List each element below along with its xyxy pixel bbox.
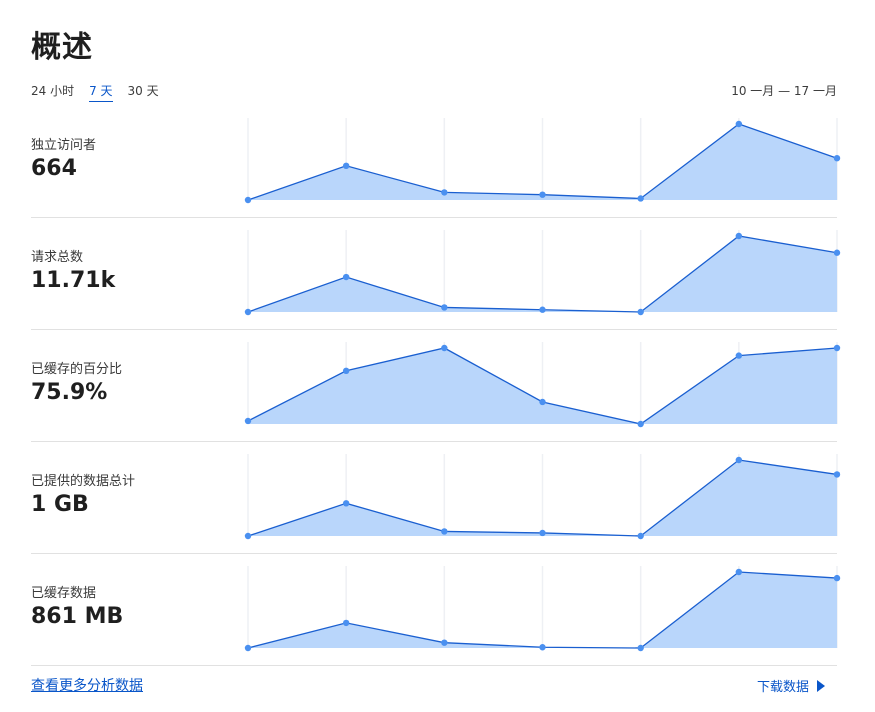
tab-7-days[interactable]: 7 天 bbox=[89, 82, 113, 102]
area-fill bbox=[248, 236, 837, 312]
data-point[interactable] bbox=[539, 529, 546, 537]
data-point[interactable] bbox=[735, 456, 743, 464]
data-point[interactable] bbox=[833, 344, 841, 352]
area-fill bbox=[248, 460, 837, 536]
data-point[interactable] bbox=[441, 528, 448, 535]
data-point[interactable] bbox=[833, 574, 841, 582]
data-point[interactable] bbox=[244, 308, 252, 316]
data-point[interactable] bbox=[833, 249, 841, 256]
data-point[interactable] bbox=[637, 195, 644, 202]
area-fill bbox=[248, 124, 837, 200]
metric-percent-cached: 已缓存的百分比 75.9% bbox=[31, 330, 841, 442]
data-point[interactable] bbox=[539, 644, 546, 651]
data-point[interactable] bbox=[735, 120, 743, 128]
tab-24-hours[interactable]: 24 小时 bbox=[31, 84, 75, 98]
data-point[interactable] bbox=[735, 352, 743, 359]
data-point[interactable] bbox=[342, 162, 350, 169]
data-point[interactable] bbox=[539, 306, 546, 313]
sparkline-chart bbox=[244, 454, 841, 540]
data-point[interactable] bbox=[539, 398, 546, 406]
data-point[interactable] bbox=[539, 191, 546, 198]
data-point[interactable] bbox=[441, 304, 448, 311]
metric-value: 75.9% bbox=[31, 380, 108, 405]
data-point[interactable] bbox=[833, 155, 841, 162]
tab-30-days[interactable]: 30 天 bbox=[127, 84, 159, 98]
data-point[interactable] bbox=[342, 500, 350, 507]
data-point[interactable] bbox=[441, 189, 448, 196]
download-data-label: 下载数据 bbox=[756, 680, 809, 695]
footer: 查看更多分析数据 下载数据 bbox=[31, 663, 837, 703]
data-point[interactable] bbox=[637, 532, 644, 540]
metric-total-requests: 请求总数 11.71k bbox=[31, 218, 841, 330]
sparkline-chart bbox=[244, 566, 841, 652]
sparkline-chart bbox=[244, 230, 841, 316]
metric-unique-visitors: 独立访问者 664 bbox=[31, 106, 841, 218]
metric-label: 请求总数 bbox=[31, 250, 84, 265]
data-point[interactable] bbox=[441, 344, 448, 352]
data-point[interactable] bbox=[735, 568, 743, 576]
metric-total-data-served: 已提供的数据总计 1 GB bbox=[31, 442, 841, 554]
data-point[interactable] bbox=[441, 639, 448, 646]
metric-label: 已缓存数据 bbox=[31, 586, 97, 601]
metrics-list: 独立访问者 664 请求总数 11.71k 已缓存的百分比 75.9% 已提供的… bbox=[31, 106, 841, 666]
metric-value: 664 bbox=[31, 156, 77, 181]
area-fill bbox=[248, 572, 837, 648]
metric-value: 861 MB bbox=[31, 604, 124, 629]
sparkline-chart bbox=[244, 118, 841, 204]
data-point[interactable] bbox=[342, 619, 350, 627]
data-point[interactable] bbox=[735, 232, 743, 240]
data-point[interactable] bbox=[637, 644, 644, 652]
metric-label: 独立访问者 bbox=[31, 138, 97, 153]
data-point[interactable] bbox=[833, 471, 841, 478]
data-point[interactable] bbox=[244, 532, 252, 540]
caret-right-icon bbox=[817, 679, 825, 692]
metric-data-cached: 已缓存数据 861 MB bbox=[31, 554, 841, 666]
time-range-tabs: 24 小时 7 天 30 天 bbox=[31, 82, 159, 102]
data-point[interactable] bbox=[244, 196, 252, 204]
area-fill bbox=[248, 348, 837, 424]
metric-label: 已提供的数据总计 bbox=[31, 474, 136, 489]
data-point[interactable] bbox=[342, 367, 350, 374]
data-point[interactable] bbox=[637, 308, 644, 316]
metric-label: 已缓存的百分比 bbox=[31, 362, 123, 377]
sparkline-chart bbox=[244, 342, 841, 428]
date-range: 10 一月 — 17 一月 bbox=[731, 84, 837, 98]
data-point[interactable] bbox=[637, 420, 644, 428]
data-point[interactable] bbox=[244, 644, 252, 652]
metric-value: 11.71k bbox=[31, 268, 116, 293]
data-point[interactable] bbox=[342, 273, 350, 281]
data-point[interactable] bbox=[244, 417, 252, 425]
download-data-button[interactable]: 下载数据 bbox=[757, 676, 825, 695]
metric-value: 1 GB bbox=[31, 492, 89, 517]
page-title: 概述 bbox=[31, 30, 93, 65]
view-more-analytics-link[interactable]: 查看更多分析数据 bbox=[31, 678, 143, 694]
